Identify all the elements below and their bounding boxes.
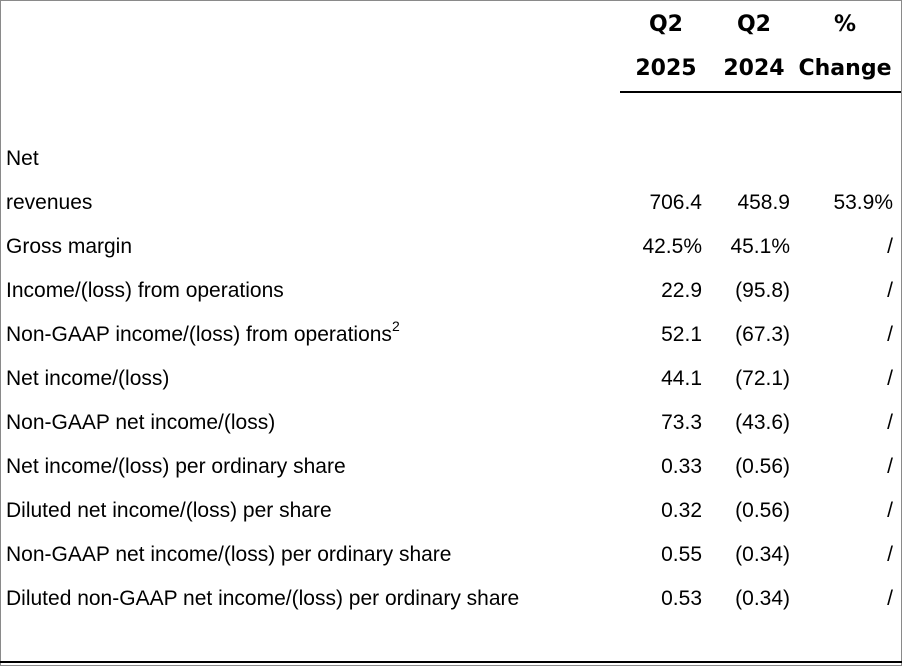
value-q2-2024: 45.1% [730,235,790,258]
table-row-non-gaap-net-income: Non-GAAP net income/(loss) 73.3 (43.6) / [1,401,902,445]
value-q2-2024: (43.6) [735,411,790,434]
value-q2-2024: 458.9 [737,191,790,214]
table-row-net-income-per-share: Net income/(loss) per ordinary share 0.3… [1,445,902,489]
table-row-non-gaap-income-from-operations: Non-GAAP income/(loss) from operations2 … [1,313,902,357]
value-change: / [887,279,893,302]
value-q2-2025: 52.1 [661,323,702,346]
header-q2-2024-line2: 2024 [723,56,785,81]
value-q2-2025: 0.55 [661,543,702,566]
table-row-diluted-non-gaap-net-income-per-share: Diluted non-GAAP net income/(loss) per o… [1,577,902,621]
value-change: / [887,367,893,390]
value-change: / [887,411,893,434]
value-change: / [887,455,893,478]
table-row-non-gaap-net-income-per-share: Non-GAAP net income/(loss) per ordinary … [1,533,902,577]
row-label-continued: revenues [6,191,93,214]
table-row-net-income: Net income/(loss) 44.1 (72.1) / [1,357,902,401]
row-label: Net income/(loss) [6,367,170,390]
row-label: Non-GAAP net income/(loss) per ordinary … [6,543,452,566]
value-change: / [887,499,893,522]
value-change: / [887,587,893,610]
table-row-income-from-operations: Income/(loss) from operations 22.9 (95.8… [1,269,902,313]
value-change: / [887,323,893,346]
table-row-net-revenues-values: revenues 706.4 458.9 53.9% [1,181,902,225]
value-q2-2025: 706.4 [649,191,702,214]
value-q2-2025: 44.1 [661,367,702,390]
value-change: 53.9% [833,191,893,214]
value-change: / [887,235,893,258]
value-q2-2025: 73.3 [661,411,702,434]
row-label: Diluted non-GAAP net income/(loss) per o… [6,587,520,610]
row-label: Diluted net income/(loss) per share [6,499,332,522]
header-q2-2024-line1: Q2 [736,12,771,37]
row-label: Net [6,147,39,170]
header-change-line2: Change [798,56,892,81]
value-q2-2025: 42.5% [642,235,702,258]
row-label: Gross margin [6,235,133,258]
value-q2-2025: 0.53 [661,587,702,610]
value-q2-2024: (95.8) [735,279,790,302]
value-q2-2024: (72.1) [735,367,790,390]
row-label: Net income/(loss) per ordinary share [6,455,346,478]
table-row-gross-margin: Gross margin 42.5% 45.1% / [1,225,902,269]
header-q2-2025-line2: 2025 [635,56,697,81]
value-change: / [887,543,893,566]
row-label: Income/(loss) from operations [6,279,284,302]
value-q2-2024: (0.56) [735,455,790,478]
value-q2-2024: (0.56) [735,499,790,522]
header-q2-2025-line1: Q2 [648,12,683,37]
header-change-line1: % [833,12,857,37]
row-label-wrapper: Non-GAAP income/(loss) from operations2 [6,313,400,357]
table-row-diluted-net-income-per-share: Diluted net income/(loss) per share 0.32… [1,489,902,533]
table-row-net-revenues: Net [1,137,902,181]
value-q2-2025: 0.32 [661,499,702,522]
row-label: Non-GAAP income/(loss) from operations [6,323,392,346]
value-q2-2024: (0.34) [735,587,790,610]
header-rule [620,91,901,93]
value-q2-2025: 22.9 [661,279,702,302]
row-label: Non-GAAP net income/(loss) [6,411,276,434]
footnote-marker: 2 [391,318,400,334]
value-q2-2024: (67.3) [735,323,790,346]
value-q2-2024: (0.34) [735,543,790,566]
bottom-rule [0,661,902,663]
value-q2-2025: 0.33 [661,455,702,478]
